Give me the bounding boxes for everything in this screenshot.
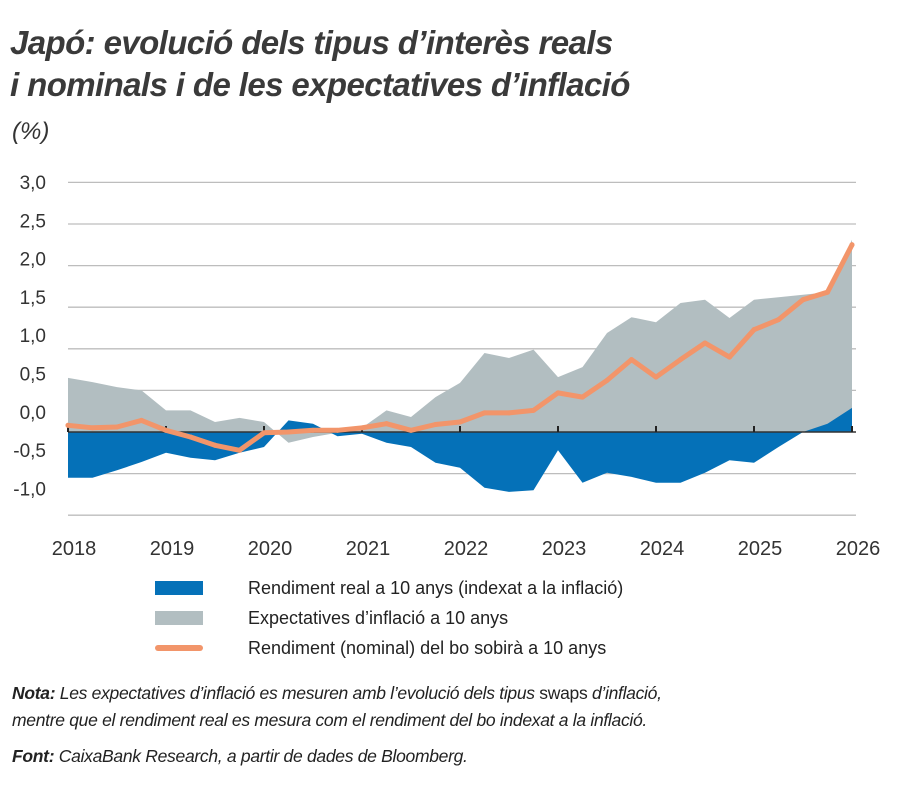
y-axis-unit: (%) [12,118,50,145]
note-text-swaps: swaps [539,683,588,703]
x-tick-label: 2018 [52,538,97,560]
source-text: CaixaBank Research, a partir de dades de… [54,746,468,766]
title-line-1: Japó: evolució dels tipus d’interès real… [10,24,613,61]
nominal-yield-point [800,297,806,303]
x-tick-label: 2020 [248,538,293,560]
note: Nota: Les expectatives d’inflació es mes… [12,680,662,734]
nominal-yield-point [359,425,365,431]
legend-item-nominal: Rendiment (nominal) del bo sobirà a 10 a… [155,633,623,663]
nominal-yield-point [310,427,316,433]
note-text-line2: mentre que el rendiment real es mesura c… [12,710,647,730]
nominal-yield-point [531,407,536,413]
y-tick-label: -0,5 [13,441,46,462]
nominal-yield-point [286,429,291,435]
legend-item-expectations: Expectatives d’inflació a 10 anys [155,603,623,633]
legend-item-real: Rendiment real a 10 anys (indexat a la i… [155,573,623,603]
y-tick-label: 2,0 [20,250,46,271]
nominal-yield-point [629,357,634,363]
nominal-yield-point [114,424,120,430]
nominal-yield-point [702,340,708,346]
x-tick-label: 2019 [150,538,195,560]
note-label: Nota: [12,683,56,703]
x-tick-label: 2025 [738,538,783,560]
nominal-yield-point [482,410,487,416]
real-yield-area [68,407,852,492]
legend-label-expectations: Expectatives d’inflació a 10 anys [248,607,509,628]
nominal-yield-point [751,327,757,333]
note-text-c: d’inflació, [587,683,662,703]
chart-title: Japó: evolució dels tipus d’interès real… [10,22,630,106]
source: Font: CaixaBank Research, a partir de da… [12,746,468,767]
nominal-yield-point [506,410,512,416]
nominal-yield-point [65,422,71,428]
legend-swatch-expectations [155,611,203,625]
nominal-yield-point [825,289,830,295]
y-tick-label: 0,5 [20,365,46,386]
nominal-yield-point [555,390,561,396]
nominal-yield-point [580,394,585,400]
nominal-yield-point [163,427,169,433]
legend: Rendiment real a 10 anys (indexat a la i… [155,573,623,663]
x-tick-label: 2022 [444,538,489,560]
nominal-yield-point [212,442,218,448]
nominal-yield-point [776,317,781,323]
nominal-yield-point [653,374,659,380]
nominal-yield-point [384,421,389,427]
nominal-yield-point [457,419,463,425]
nominal-yield-point [90,425,95,431]
legend-swatch-nominal [155,645,203,651]
y-tick-label: 2,5 [20,211,46,232]
nominal-yield-point [433,422,438,428]
nominal-yield-point [335,427,340,433]
x-tick-label: 2024 [640,538,685,560]
nominal-yield-point [604,377,610,383]
nominal-yield-point [849,242,855,248]
x-tick-label: 2023 [542,538,587,560]
legend-label-nominal: Rendiment (nominal) del bo sobirà a 10 a… [248,637,607,658]
legend-label-real: Rendiment real a 10 anys (indexat a la i… [248,577,624,598]
x-tick-label: 2021 [346,538,391,560]
nominal-yield-point [408,427,414,433]
y-tick-label: 3,0 [20,173,46,194]
title-line-2: i nominals i de les expectatives d’infla… [10,66,630,103]
note-text-a: Les expectatives d’inflació es mesuren a… [55,683,540,703]
legend-swatch-real [155,581,203,595]
source-label: Font: [12,746,55,766]
y-tick-label: 1,5 [20,288,46,309]
nominal-yield-point [678,357,683,363]
y-tick-label: 1,0 [20,326,46,347]
expectations-area [68,239,852,443]
nominal-yield-point [261,430,267,436]
nominal-yield-point [188,434,193,440]
nominal-yield-point [237,447,242,453]
y-tick-label: -1,0 [13,479,46,500]
x-tick-label: 2026 [836,538,881,560]
y-tick-label: 0,0 [20,403,46,424]
nominal-yield-point [727,354,732,360]
nominal-yield-point [139,417,144,423]
